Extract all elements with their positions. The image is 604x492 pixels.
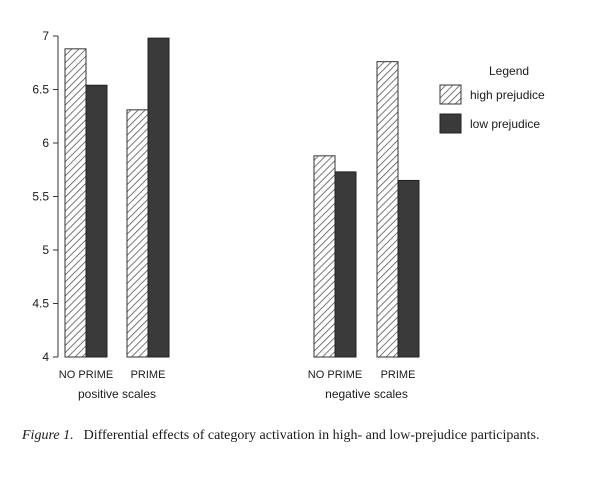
x-group-label: negative scales — [325, 387, 408, 401]
figure-caption: Figure 1. Differential effects of categor… — [22, 426, 582, 445]
legend: Legend high prejudice low prejudice — [439, 64, 545, 134]
bar-low-prejudice — [147, 37, 170, 358]
legend-swatch-high-prejudice — [439, 84, 462, 105]
bars — [64, 37, 420, 358]
y-tick-label: 6.5 — [32, 83, 49, 97]
legend-title: Legend — [489, 64, 529, 78]
bar-high-prejudice — [376, 61, 399, 358]
y-tick-label: 5 — [42, 243, 49, 257]
x-category-label: NO PRIME — [308, 369, 362, 381]
y-tick-label: 5.5 — [32, 190, 49, 204]
x-group-label: positive scales — [78, 387, 156, 401]
y-tick-label: 6 — [42, 136, 49, 150]
bar-low-prejudice — [334, 171, 357, 358]
bar-high-prejudice — [64, 48, 87, 358]
figure-label: Figure 1. — [22, 428, 74, 443]
legend-label-high-prejudice: high prejudice — [470, 88, 545, 102]
bar-high-prejudice — [313, 155, 336, 358]
y-axis: 7 6.5 6 5.5 5 4.5 4 — [32, 29, 59, 364]
y-tick-label: 4 — [42, 350, 49, 364]
bar-high-prejudice — [126, 109, 149, 358]
y-tick-label: 4.5 — [32, 297, 49, 311]
legend-swatch-low-prejudice — [439, 113, 462, 134]
caption-text: Differential effects of category activat… — [83, 428, 540, 443]
bar-low-prejudice — [85, 84, 108, 358]
bar-chart: 7 6.5 6 5.5 5 4.5 4 NO PRIME PRIME NO PRIME PRIME… — [32, 29, 545, 401]
x-category-label: PRIME — [131, 369, 166, 381]
y-tick-label: 7 — [42, 29, 49, 43]
x-axis-labels: NO PRIME PRIME NO PRIME PRIME positive scale… — [59, 369, 416, 401]
bar-low-prejudice — [397, 179, 420, 358]
x-category-label: PRIME — [381, 369, 416, 381]
legend-label-low-prejudice: low prejudice — [470, 117, 540, 131]
x-category-label: NO PRIME — [59, 369, 113, 381]
